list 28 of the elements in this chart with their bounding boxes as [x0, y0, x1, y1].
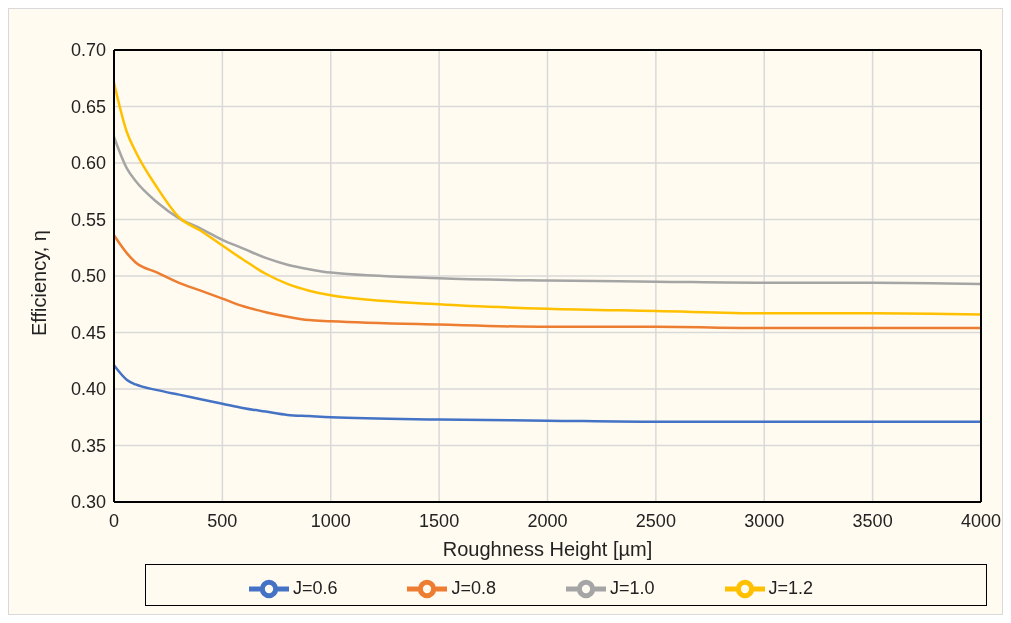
line-series: [114, 81, 981, 316]
y-tick-label: 0.30: [70, 492, 106, 513]
y-tick-label: 0.45: [70, 322, 106, 343]
legend-label: J=0.6: [292, 577, 338, 598]
legend-label: J=1.2: [768, 577, 814, 598]
legend-label: J=1.0: [610, 577, 655, 598]
x-tick-label: 2000: [527, 510, 568, 531]
y-axis-title: Efficiency, η: [28, 230, 51, 336]
y-tick-label: 0.35: [70, 435, 106, 456]
line-series: [114, 364, 981, 424]
y-tick-label: 0.55: [70, 209, 106, 230]
x-tick-label: 1500: [419, 510, 460, 531]
x-tick-label: 2500: [635, 510, 676, 531]
x-tick-label: 1000: [310, 510, 351, 531]
legend-label: J=0.8: [451, 577, 496, 598]
y-tick-label: 0.40: [70, 379, 106, 400]
x-tick-label: 0: [108, 510, 120, 531]
line-series: [114, 234, 981, 330]
y-tick-label: 0.50: [70, 266, 106, 287]
x-tick-label: 3500: [852, 510, 893, 531]
x-tick-label: 3000: [744, 510, 785, 531]
y-tick-label: 0.65: [70, 96, 106, 117]
x-tick-label: 500: [207, 510, 238, 531]
x-axis-title: Roughness Height [µm]: [442, 538, 653, 560]
line-series: [114, 135, 981, 286]
x-tick-label: 4000: [960, 510, 1002, 531]
y-tick-label: 0.60: [70, 153, 106, 174]
y-tick-label: 0.70: [70, 40, 106, 61]
